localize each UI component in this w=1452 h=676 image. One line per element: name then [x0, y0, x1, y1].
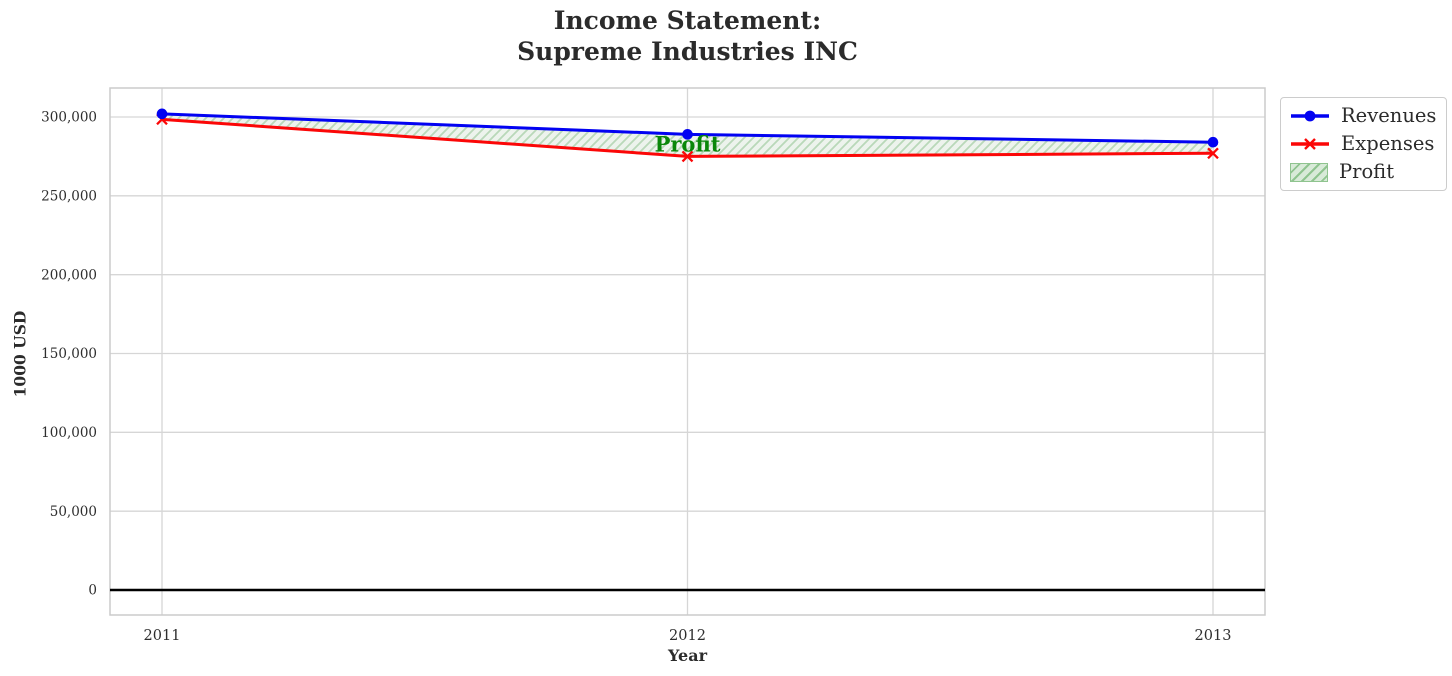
plot-border — [109, 87, 1266, 616]
y-tick-label: 0 — [88, 583, 97, 599]
revenues-marker — [682, 129, 693, 140]
expenses-line-icon — [1291, 138, 1329, 150]
y-tick-label: 50,000 — [50, 504, 97, 520]
profit-hatch-icon — [1290, 162, 1328, 182]
x-tick-label: 2011 — [144, 628, 181, 644]
y-tick-label: 100,000 — [41, 425, 97, 441]
legend-item-revenues: Revenues — [1290, 105, 1437, 127]
x-axis-label: Year — [667, 646, 707, 665]
expenses-marker — [681, 150, 694, 163]
revenues-line-icon — [1291, 110, 1329, 122]
x-tick-label: 2012 — [669, 628, 706, 644]
legend-label-expenses: Expenses — [1341, 132, 1435, 155]
y-axis-label: 1000 USD — [10, 310, 30, 398]
legend-item-profit: Profit — [1290, 161, 1437, 183]
x-tick-label: 2013 — [1195, 628, 1232, 644]
legend-label-revenues: Revenues — [1341, 104, 1437, 127]
legend-label-profit: Profit — [1339, 160, 1395, 183]
expenses-marker — [1207, 147, 1219, 160]
legend: Revenues Expenses Profit — [1280, 97, 1447, 191]
y-tick-label: 150,000 — [41, 346, 97, 362]
chart-title-line1: Income Statement: — [553, 6, 822, 35]
y-tick-label: 200,000 — [41, 267, 97, 283]
legend-item-expenses: Expenses — [1290, 133, 1437, 155]
revenues-marker — [1207, 136, 1219, 148]
revenues-marker — [156, 108, 168, 120]
profit-annotation: Profit — [654, 131, 721, 157]
chart-title: Income Statement: Supreme Industries INC — [110, 5, 1265, 67]
y-tick-label: 250,000 — [41, 189, 97, 205]
chart-title-line2: Supreme Industries INC — [517, 37, 858, 66]
y-tick-label: 300,000 — [41, 110, 97, 126]
